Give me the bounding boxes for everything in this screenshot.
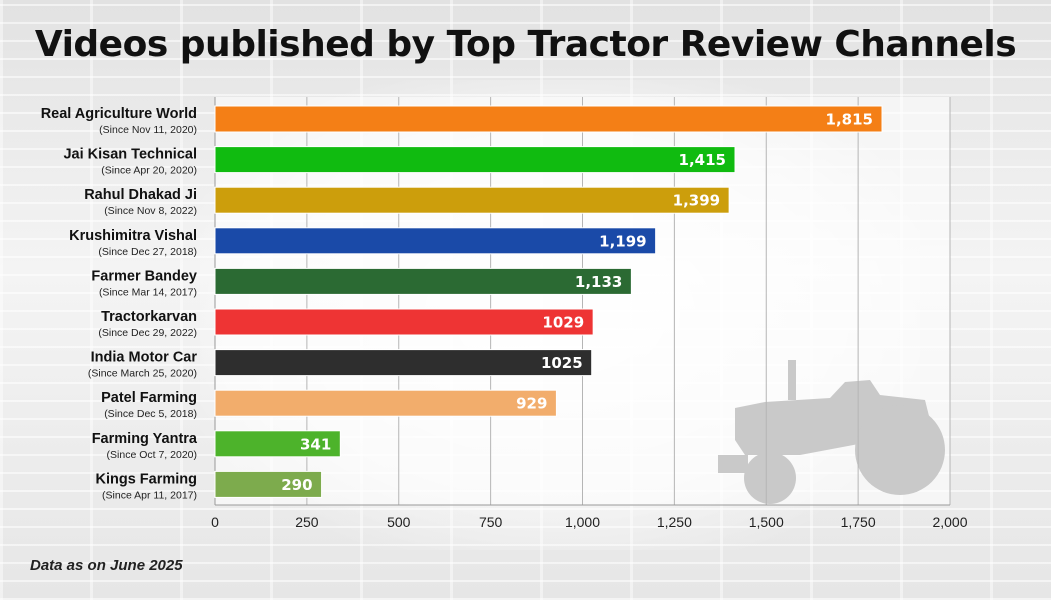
category-label: Real Agriculture World: [41, 106, 197, 122]
category-since-label: (Since Oct 7, 2020): [107, 449, 197, 461]
bar: [214, 146, 736, 174]
x-tick-label: 500: [387, 514, 411, 530]
category-label: Tractorkarvan: [101, 309, 197, 325]
category-since-label: (Since March 25, 2020): [88, 368, 197, 380]
x-tick-label: 0: [211, 514, 219, 530]
category-since-label: (Since Dec 5, 2018): [104, 408, 197, 420]
bar-value-label: 341: [300, 435, 331, 453]
bar-value-label: 1,815: [826, 111, 873, 129]
x-tick-label: 250: [295, 514, 319, 530]
category-since-label: (Since Apr 11, 2017): [102, 489, 197, 501]
category-label: Kings Farming: [95, 471, 197, 487]
x-tick-label: 1,750: [841, 514, 876, 530]
category-since-label: (Since Apr 20, 2020): [101, 165, 197, 177]
category-since-label: (Since Dec 29, 2022): [98, 327, 197, 339]
x-tick-label: 2,000: [932, 514, 967, 530]
x-tick-label: 1,500: [749, 514, 784, 530]
tractor-silhouette-icon: [718, 360, 945, 504]
category-since-label: (Since Mar 14, 2017): [99, 286, 197, 298]
category-since-label: (Since Dec 27, 2018): [98, 246, 197, 258]
category-label: Rahul Dhakad Ji: [84, 187, 197, 203]
category-label: India Motor Car: [91, 350, 198, 366]
bar: [214, 349, 593, 377]
x-tick-label: 1,250: [657, 514, 692, 530]
category-label: Krushimitra Vishal: [69, 228, 197, 244]
bar-value-label: 1029: [542, 314, 584, 332]
bar-value-label: 1,199: [599, 232, 646, 250]
category-label: Farmer Bandey: [91, 268, 197, 284]
data-footnote: Data as on June 2025: [30, 557, 183, 574]
bar-value-label: 1025: [541, 354, 583, 372]
bar-value-label: 1,133: [575, 273, 622, 291]
category-label: Farming Yantra: [92, 431, 198, 447]
chart-title: Videos published by Top Tractor Review C…: [34, 24, 1017, 65]
bar: [214, 105, 883, 133]
x-tick-label: 750: [479, 514, 503, 530]
category-since-label: (Since Nov 11, 2020): [99, 124, 197, 136]
x-tick-label: 1,000: [565, 514, 600, 530]
bar-value-label: 1,399: [673, 192, 720, 210]
bar-value-label: 290: [281, 476, 312, 494]
bar: [214, 267, 632, 295]
category-label: Patel Farming: [101, 390, 197, 406]
bar: [214, 470, 323, 498]
bar-value-label: 1,415: [679, 151, 726, 169]
bar: [214, 227, 657, 255]
bar-value-label: 929: [516, 395, 547, 413]
bar: [214, 186, 730, 214]
bar: [214, 308, 594, 336]
category-since-label: (Since Nov 8, 2022): [104, 205, 197, 217]
bar: [214, 430, 341, 458]
category-label: Jai Kisan Technical: [63, 147, 197, 163]
bar: [214, 389, 557, 417]
